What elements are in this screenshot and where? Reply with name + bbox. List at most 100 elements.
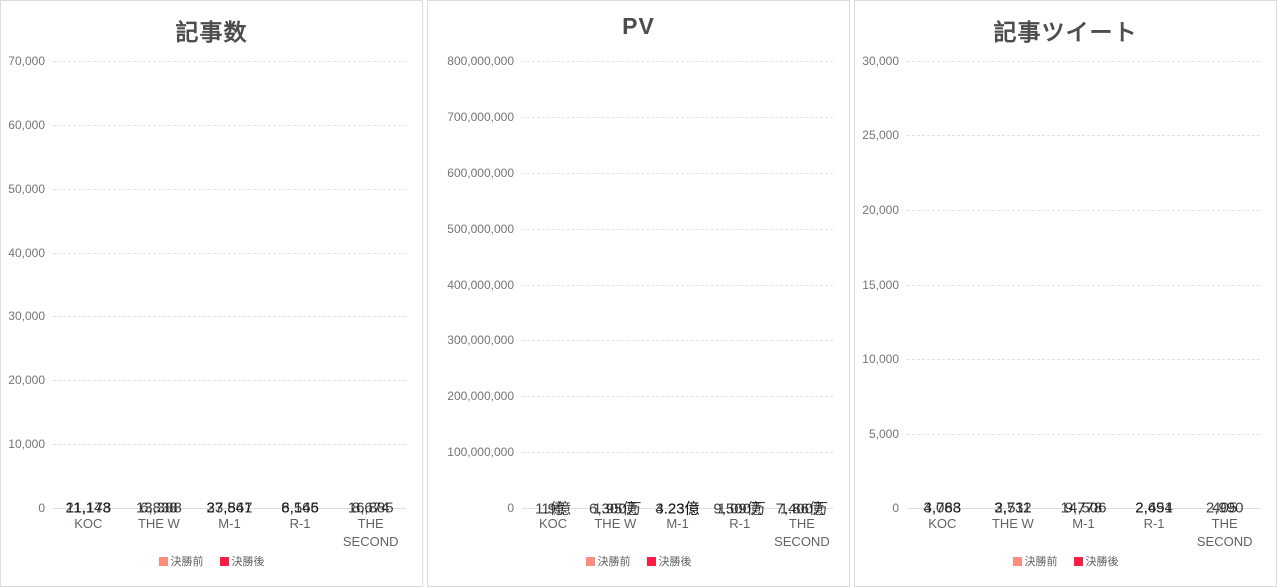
legend: 決勝前 決勝後	[855, 553, 1276, 569]
bar-value-label: 6,300万	[589, 500, 642, 518]
gridline	[522, 284, 833, 286]
bar-value-label: 6,165	[281, 499, 319, 517]
y-tick-label: 0	[507, 501, 514, 515]
legend-marker-after	[1073, 556, 1083, 566]
y-tick-label: 5,000	[868, 426, 899, 441]
legend-item-after[interactable]: 決勝後	[646, 553, 692, 569]
x-axis-baseline	[907, 508, 1260, 509]
bars-container: 3,063 4,788 2,511 3,732 14,506 9,778 2,491 2,65…	[907, 61, 1260, 517]
gridline	[53, 188, 406, 190]
x-category-label: KOC	[74, 516, 103, 531]
chart-title: 記事ツイート	[993, 19, 1138, 45]
bar-value-label: 9,778	[1064, 499, 1103, 517]
legend-item-before[interactable]: 決勝前	[585, 553, 631, 569]
legend-marker-after	[646, 556, 656, 566]
bar-value-label: 1.9億	[535, 500, 572, 518]
bar-value-label: 3,063	[923, 499, 962, 517]
bars-container: 11,143 21,178 6,838 13,388 23,547 37,861 6,165…	[53, 61, 406, 517]
gridline	[907, 135, 1260, 137]
y-tick-label: 70,000	[8, 54, 45, 68]
legend: 決勝前 決勝後	[1, 553, 422, 569]
gridline	[907, 61, 1260, 62]
y-tick-label: 300,000,000	[447, 333, 514, 348]
legend-item-before[interactable]: 決勝前	[1012, 553, 1058, 569]
bar-value-label: 1.86億	[779, 500, 824, 518]
y-tick-label: 40,000	[8, 245, 45, 260]
bar-value-label: 1.95億	[593, 500, 638, 518]
bar-value-label: 7,400万	[775, 500, 829, 518]
bar-value-label: 6,838	[140, 499, 178, 517]
bar-value-label: 23,547	[206, 499, 253, 517]
bar-value-label: 4,788	[923, 499, 962, 517]
bar-value-label: 4.23億	[655, 500, 700, 518]
y-tick-label: 800,000,000	[447, 54, 514, 68]
x-category-label: KOC	[928, 516, 957, 531]
bars-container: 1億 1.9億 6,300万 1.95億 3.23億 4.23億 9,500万 1.09億 7,…	[522, 61, 833, 518]
bar-value-label: 8,674	[351, 499, 390, 517]
legend-item-after[interactable]: 決勝後	[1073, 553, 1119, 569]
x-axis-labels: KOC THE W M-1 R-1 THE SECOND	[907, 515, 1260, 550]
y-tick-label: 50,000	[8, 181, 45, 196]
bar-value-label: 37,861	[206, 499, 253, 517]
x-category-label: THE SECOND	[342, 516, 399, 549]
gridline	[522, 340, 833, 342]
y-tick-label: 400,000,000	[447, 277, 514, 292]
x-axis-labels: KOC THE W M-1 R-1 THE SECOND	[522, 515, 833, 550]
y-tick-label: 60,000	[8, 117, 45, 132]
gridline	[522, 396, 833, 398]
legend-marker-before	[585, 556, 595, 566]
gridline	[53, 61, 406, 62]
y-tick-label: 100,000,000	[447, 445, 514, 460]
legend-label: 決勝後	[1085, 556, 1119, 568]
bar-value-label: 405	[1212, 499, 1238, 517]
gridline	[522, 172, 833, 174]
y-tick-label: 700,000,000	[447, 109, 514, 124]
legend-marker-before	[1012, 556, 1022, 566]
x-axis-labels: KOC THE W M-1 R-1 THE SECOND	[53, 515, 406, 550]
x-category-label: THE SECOND	[774, 516, 830, 549]
bar-value-label: 1億	[541, 500, 565, 518]
plot-area: 70,000 60,000 50,000 40,000 30,000 20,000 10,0…	[8, 54, 406, 517]
gridline	[522, 452, 833, 454]
x-category-label: R-1	[729, 516, 751, 531]
legend-marker-after	[219, 556, 229, 566]
legend-label: 決勝前	[1024, 556, 1058, 568]
bar-value-label: 11,143	[65, 499, 111, 517]
gridline	[522, 228, 833, 230]
bar-value-label: 3.23億	[655, 500, 700, 518]
y-tick-label: 200,000,000	[447, 389, 514, 404]
bar-value-label: 21,178	[65, 499, 112, 517]
gridline	[53, 316, 406, 318]
y-tick-label: 30,000	[8, 309, 45, 324]
gridline	[907, 433, 1260, 435]
y-tick-label: 10,000	[8, 437, 45, 452]
x-category-label: THE W	[991, 516, 1034, 531]
x-category-label: THE W	[137, 516, 180, 531]
bar-value-label: 2,990	[1205, 499, 1244, 517]
gridline	[53, 252, 406, 254]
bar-value-label: 16,885	[347, 499, 394, 517]
y-tick-label: 25,000	[862, 128, 899, 143]
y-tick-label: 15,000	[862, 277, 899, 292]
y-tick-label: 600,000,000	[447, 165, 514, 180]
x-category-label: R-1	[1143, 516, 1165, 531]
x-category-label: KOC	[539, 516, 568, 531]
y-tick-label: 0	[892, 501, 899, 515]
bar-value-label: 3,732	[994, 499, 1032, 517]
gridline	[522, 116, 833, 118]
legend-item-before[interactable]: 決勝前	[158, 553, 204, 569]
x-axis-baseline	[522, 508, 833, 509]
x-category-label: R-1	[289, 516, 311, 531]
bar-value-label: 8,546	[281, 499, 319, 517]
legend-item-after[interactable]: 決勝後	[219, 553, 265, 569]
bar-value-label: 2,491	[1135, 499, 1173, 517]
gridline	[53, 124, 406, 126]
gridline	[907, 358, 1260, 360]
chart-title: 記事数	[175, 19, 248, 45]
legend-label: 決勝前	[597, 556, 631, 568]
x-category-label: M-1	[1072, 516, 1095, 531]
bar-value-label: 2,511	[994, 499, 1032, 517]
chart-title: PV	[622, 13, 655, 39]
y-tick-label: 20,000	[862, 202, 899, 217]
